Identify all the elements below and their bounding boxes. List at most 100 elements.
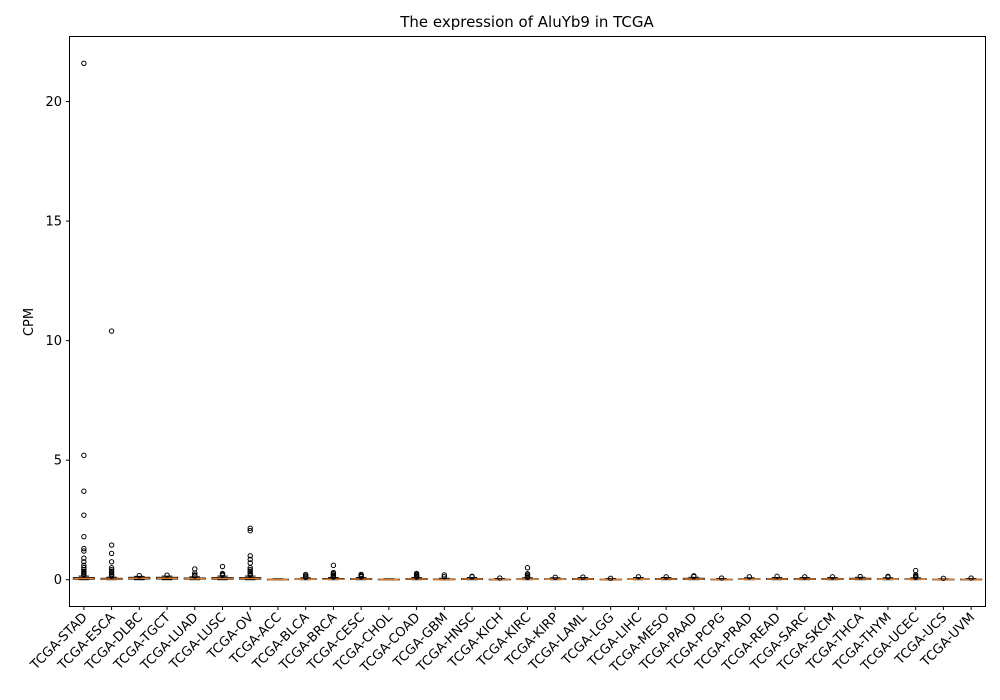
box-tcga-coad <box>405 570 428 581</box>
outlier-point <box>663 574 669 580</box>
box-tcga-pcpg <box>710 575 733 581</box>
box-tcga-ov <box>239 525 262 581</box>
outlier-point <box>912 574 919 581</box>
box-tcga-gbm <box>433 572 456 581</box>
outlier-point <box>164 572 170 578</box>
outlier-point <box>247 565 253 571</box>
outlier-point <box>940 575 947 581</box>
outlier-point <box>441 574 448 580</box>
outlier-point <box>829 574 836 580</box>
box-tcga-brca <box>322 562 345 581</box>
box-tcga-skcm <box>821 574 844 581</box>
outlier-point <box>247 553 253 559</box>
outlier-point <box>247 525 253 532</box>
axes-frame <box>69 36 986 607</box>
box-tcga-kich <box>488 575 511 581</box>
box-tcga-chol <box>377 578 400 581</box>
y-axis-label: CPM <box>22 308 37 336</box>
outlier-point <box>81 548 87 554</box>
outlier-point <box>108 542 115 548</box>
box-tcga-acc <box>266 578 289 581</box>
box-tcga-blca <box>294 571 317 581</box>
y-tick-label: 10 <box>45 334 62 349</box>
box-tcga-ucs <box>932 575 955 581</box>
outlier-point <box>524 574 531 581</box>
outlier-point <box>108 550 115 557</box>
outlier-point <box>857 573 863 580</box>
box-tcga-kirc <box>516 565 539 581</box>
outlier-point <box>635 574 642 580</box>
outlier-point <box>219 572 226 579</box>
outlier-point <box>108 328 115 334</box>
box-tcga-uvm <box>960 575 983 581</box>
box-tcga-laml <box>571 574 594 581</box>
box-tcga-lihc <box>627 574 650 581</box>
outlier-point <box>108 559 115 565</box>
box-tcga-thca <box>849 573 872 581</box>
outlier-point <box>330 574 337 580</box>
outlier-point <box>552 574 558 581</box>
outlier-point <box>219 563 226 570</box>
outlier-point <box>81 533 87 540</box>
outlier-point <box>81 60 87 66</box>
outlier-point <box>580 574 586 580</box>
box-tcga-cesc <box>350 571 373 581</box>
box-tcga-paad <box>682 573 705 581</box>
outlier-point <box>968 575 974 581</box>
box-tcga-meso <box>655 574 678 581</box>
outlier-point <box>441 572 448 578</box>
outlier-point <box>108 573 115 580</box>
outlier-point <box>691 573 697 580</box>
outlier-point <box>524 565 531 571</box>
box-tcga-prad <box>738 574 761 581</box>
plot-area <box>72 60 983 581</box>
outlier-point <box>81 572 87 578</box>
outlier-point <box>469 574 475 580</box>
outlier-point <box>192 573 198 579</box>
box-tcga-dlbc <box>128 572 151 581</box>
outlier-point <box>136 572 143 579</box>
outlier-point <box>81 545 87 552</box>
box-tcga-kirp <box>544 574 567 581</box>
box-tcga-lusc <box>211 563 234 581</box>
y-tick-label: 5 <box>54 454 62 469</box>
outlier-point <box>358 574 364 580</box>
outlier-point <box>497 575 503 581</box>
box-tcga-sarc <box>793 574 816 581</box>
box-tcga-esca <box>100 328 123 581</box>
box-tcga-lgg <box>599 575 622 581</box>
outlier-point <box>81 559 87 565</box>
outlier-point <box>912 567 919 574</box>
outlier-point <box>81 488 87 494</box>
outlier-point <box>718 575 725 581</box>
box-tcga-thym <box>876 573 899 581</box>
y-tick-label: 20 <box>45 95 62 110</box>
box-tcga-stad <box>72 60 95 581</box>
outlier-point <box>81 452 87 459</box>
y-tick-label: 0 <box>54 573 62 588</box>
outlier-point <box>302 574 309 581</box>
outlier-point <box>885 574 891 580</box>
y-axis: 0 5 10 15 20 <box>45 95 70 588</box>
box-tcga-ucec <box>904 567 927 581</box>
outlier-point <box>413 574 420 580</box>
box-tcga-read <box>766 573 789 581</box>
outlier-point <box>247 556 253 563</box>
outlier-point <box>774 573 780 580</box>
outlier-point <box>247 572 253 579</box>
outlier-point <box>108 565 115 571</box>
outlier-point <box>746 574 753 580</box>
box-tcga-tgct <box>156 572 179 581</box>
outlier-point <box>81 555 87 561</box>
outlier-point <box>247 527 253 534</box>
outlier-point <box>607 575 614 581</box>
outlier-point <box>330 562 337 569</box>
y-tick-label: 15 <box>45 215 62 230</box>
box-tcga-hnsc <box>461 573 484 581</box>
outlier-point <box>192 570 198 576</box>
outlier-point <box>81 512 87 518</box>
box-tcga-luad <box>183 566 206 581</box>
x-axis: TCGA-STADTCGA-ESCATCGA-DLBCTCGA-TGCTTCGA… <box>27 606 978 676</box>
outlier-point <box>802 574 808 580</box>
